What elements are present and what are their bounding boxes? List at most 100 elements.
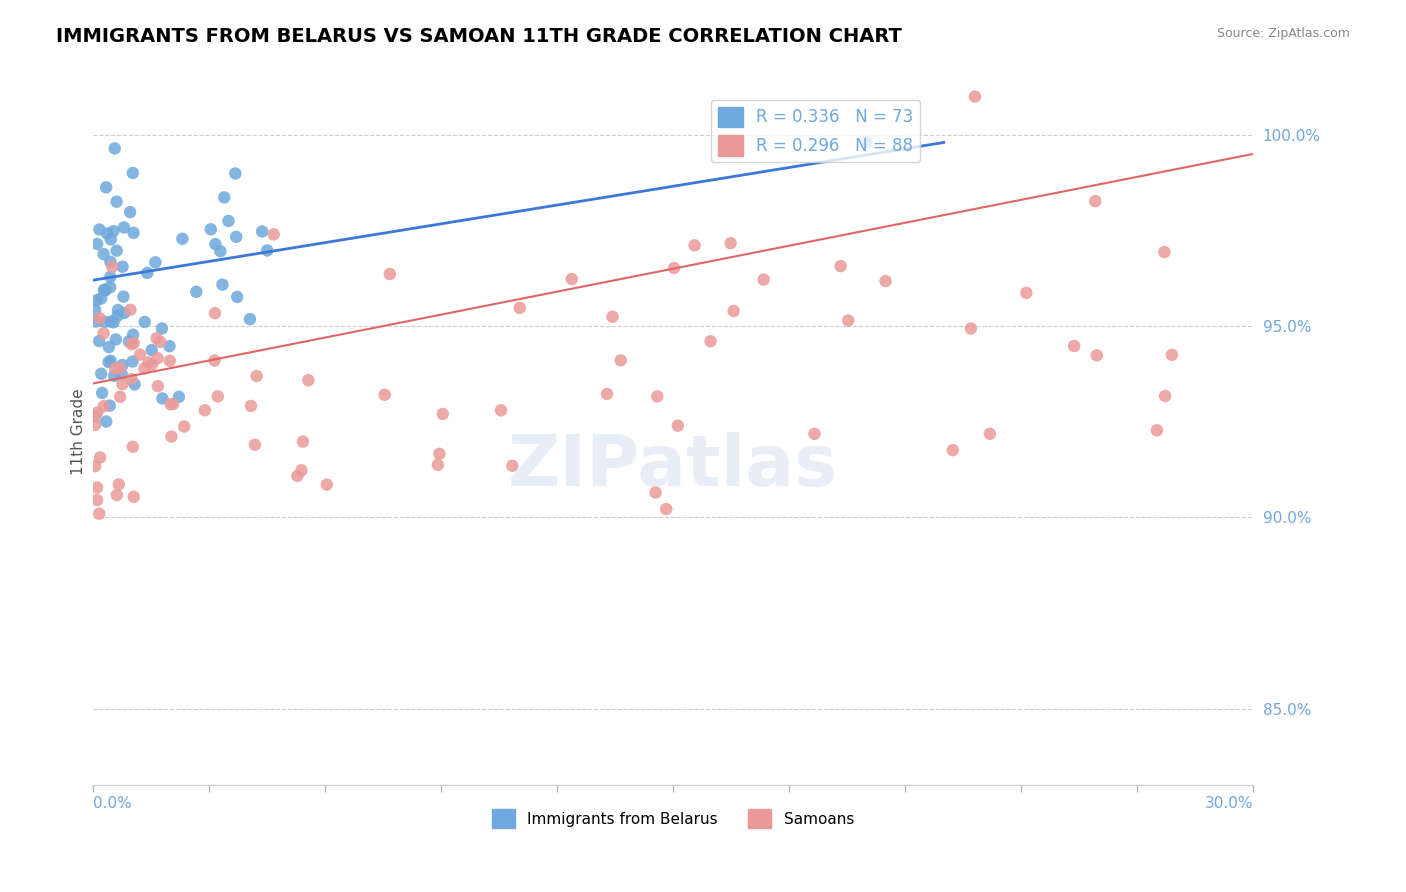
Point bbox=[100, 315, 122, 329]
Y-axis label: 11th Grade: 11th Grade bbox=[72, 388, 86, 475]
Point bbox=[263, 227, 285, 242]
Text: 0.0%: 0.0% bbox=[93, 797, 132, 811]
Point bbox=[159, 339, 181, 353]
Point bbox=[246, 369, 269, 384]
Point bbox=[103, 315, 125, 329]
Point bbox=[509, 301, 531, 315]
Point bbox=[489, 403, 512, 417]
Point bbox=[979, 426, 1001, 441]
Point bbox=[97, 355, 120, 369]
Point bbox=[107, 303, 129, 318]
Point bbox=[107, 477, 129, 491]
Point bbox=[103, 368, 125, 383]
Point bbox=[104, 141, 127, 155]
Point bbox=[752, 272, 775, 286]
Point bbox=[98, 399, 121, 413]
Point bbox=[98, 269, 121, 284]
Point bbox=[645, 389, 668, 403]
Point bbox=[107, 309, 129, 323]
Point bbox=[226, 290, 249, 304]
Point bbox=[1015, 285, 1038, 300]
Point bbox=[1154, 389, 1177, 403]
Point bbox=[315, 477, 337, 491]
Point bbox=[194, 403, 217, 417]
Point bbox=[105, 194, 128, 209]
Text: 30.0%: 30.0% bbox=[1205, 797, 1253, 811]
Point bbox=[159, 353, 181, 368]
Point bbox=[141, 343, 163, 357]
Point bbox=[225, 230, 247, 244]
Point bbox=[803, 426, 825, 441]
Point bbox=[111, 368, 134, 382]
Point bbox=[108, 390, 131, 404]
Point bbox=[204, 353, 226, 368]
Point bbox=[86, 481, 108, 495]
Point bbox=[84, 459, 107, 474]
Point bbox=[596, 387, 619, 401]
Point bbox=[111, 260, 134, 274]
Point bbox=[243, 438, 266, 452]
Point bbox=[204, 306, 226, 320]
Point bbox=[93, 283, 115, 297]
Point bbox=[159, 397, 181, 411]
Point bbox=[101, 260, 124, 274]
Point bbox=[432, 407, 454, 421]
Point bbox=[204, 237, 226, 252]
Point bbox=[97, 340, 120, 354]
Point bbox=[239, 312, 262, 326]
Point bbox=[145, 255, 167, 269]
Point bbox=[136, 266, 159, 280]
Point bbox=[501, 458, 523, 473]
Point bbox=[287, 469, 309, 483]
Point bbox=[86, 237, 108, 252]
Point bbox=[699, 334, 721, 349]
Point bbox=[84, 302, 107, 317]
Legend: Immigrants from Belarus, Samoans: Immigrants from Belarus, Samoans bbox=[486, 803, 860, 834]
Point bbox=[290, 463, 312, 477]
Point bbox=[1160, 348, 1182, 362]
Point bbox=[160, 429, 183, 443]
Point bbox=[1063, 339, 1085, 353]
Point bbox=[122, 336, 145, 351]
Point bbox=[662, 260, 685, 275]
Point bbox=[218, 214, 240, 228]
Point bbox=[93, 247, 115, 261]
Point bbox=[150, 321, 173, 335]
Point bbox=[1085, 348, 1108, 362]
Point bbox=[610, 353, 633, 368]
Point bbox=[167, 390, 190, 404]
Point bbox=[666, 418, 689, 433]
Point bbox=[149, 334, 172, 349]
Point bbox=[374, 388, 396, 402]
Point bbox=[173, 419, 195, 434]
Point bbox=[212, 190, 235, 204]
Point bbox=[94, 284, 117, 298]
Point bbox=[89, 311, 111, 326]
Point bbox=[291, 434, 314, 449]
Point bbox=[84, 315, 107, 329]
Point bbox=[94, 283, 117, 297]
Point bbox=[89, 450, 111, 465]
Point bbox=[378, 267, 401, 281]
Point bbox=[256, 244, 278, 258]
Point bbox=[426, 458, 449, 472]
Point bbox=[134, 361, 156, 376]
Point bbox=[129, 348, 152, 362]
Point bbox=[84, 417, 107, 432]
Point bbox=[118, 334, 141, 349]
Point bbox=[100, 353, 122, 368]
Point bbox=[1146, 423, 1168, 437]
Point bbox=[104, 332, 127, 346]
Point bbox=[561, 272, 583, 286]
Point bbox=[837, 313, 859, 327]
Point bbox=[141, 358, 163, 372]
Point bbox=[90, 292, 112, 306]
Point bbox=[1084, 194, 1107, 209]
Point bbox=[250, 225, 273, 239]
Point bbox=[96, 227, 118, 241]
Point bbox=[108, 361, 131, 376]
Point bbox=[942, 443, 965, 458]
Point bbox=[830, 259, 852, 273]
Point bbox=[644, 485, 666, 500]
Point bbox=[602, 310, 624, 324]
